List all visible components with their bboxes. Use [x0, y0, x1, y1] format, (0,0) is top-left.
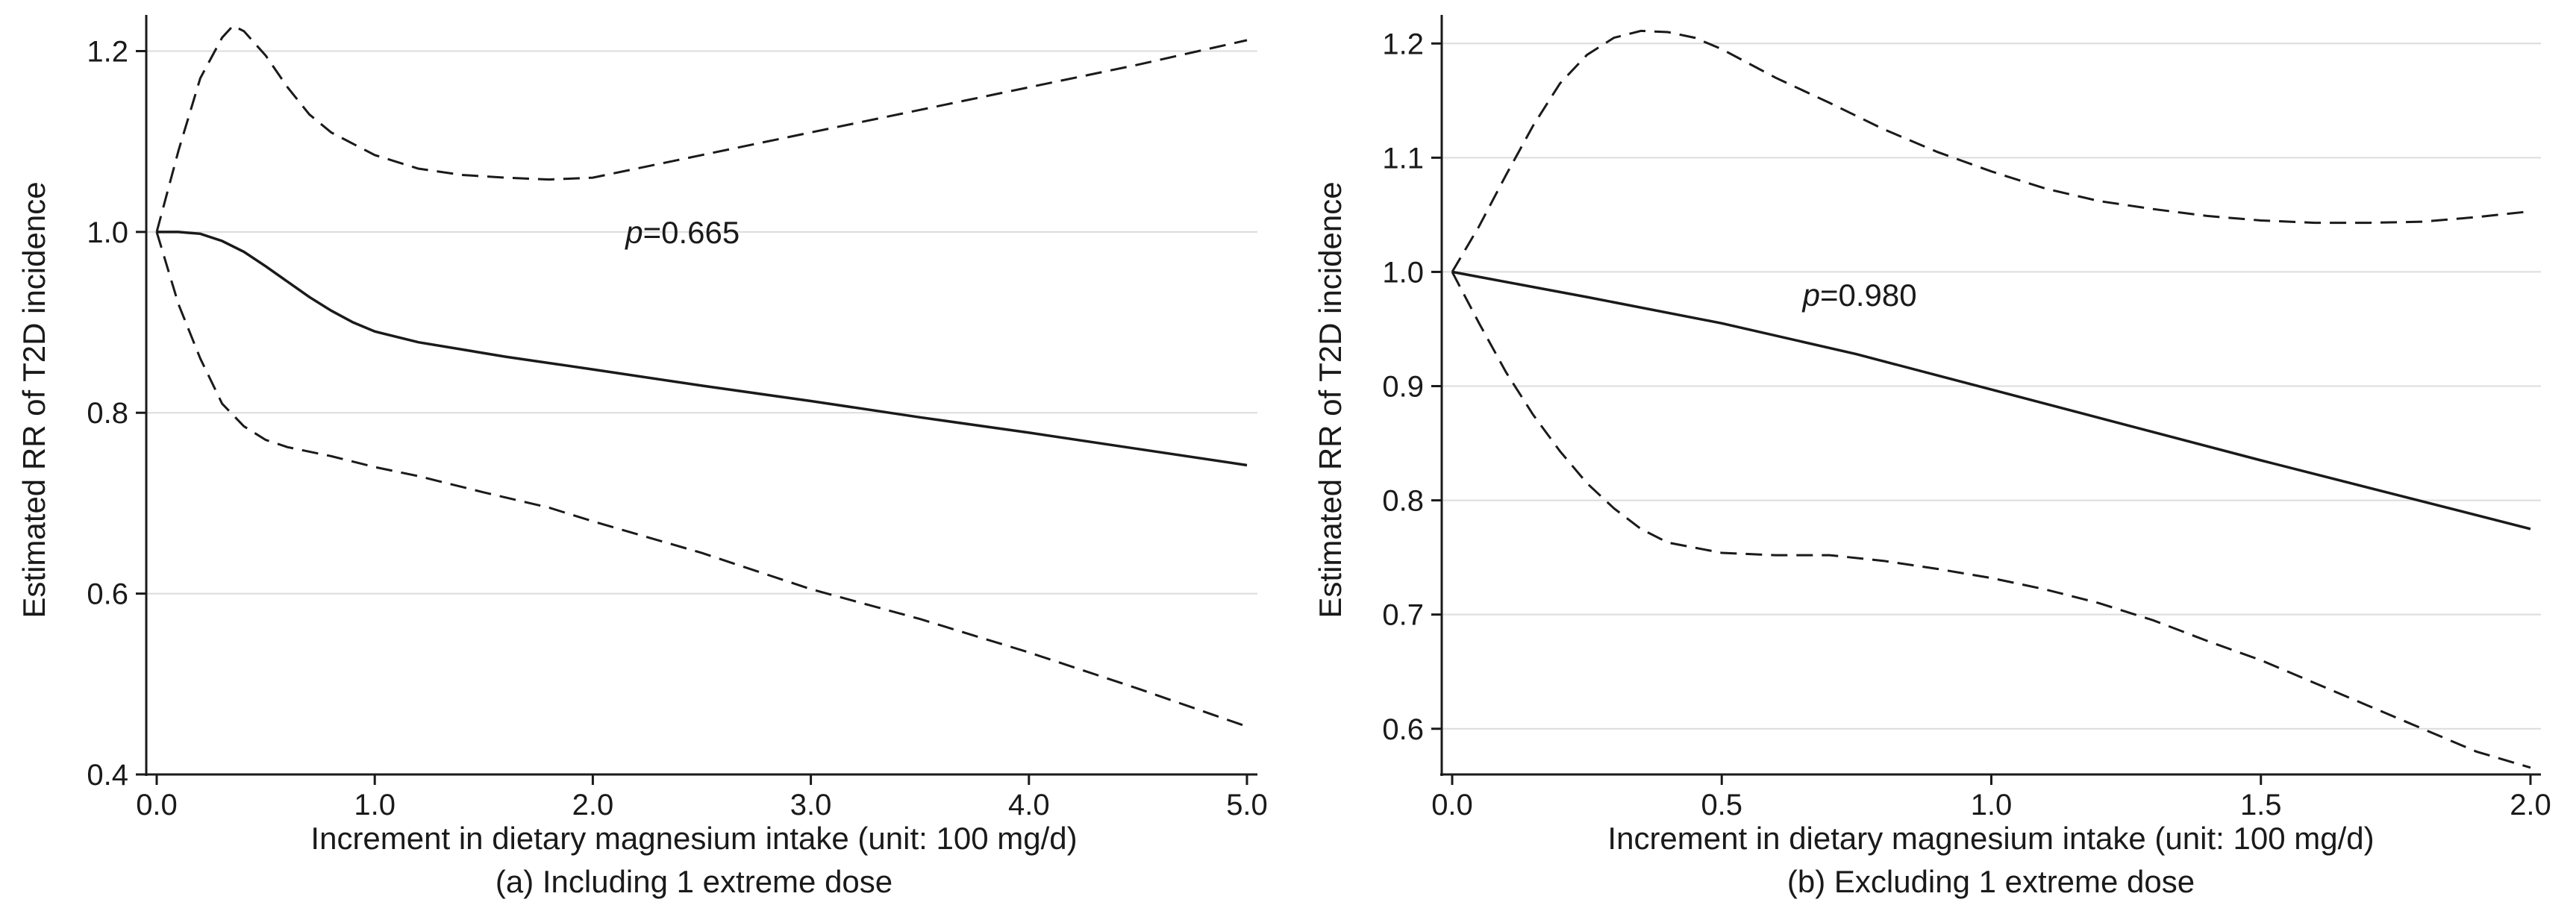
panel-b-x-axis-title: Increment in dietary magnesium intake (u… — [1607, 821, 2374, 856]
panel-a-y-axis-title: Estimated RR of T2D incidence — [16, 181, 51, 618]
panel-a-series-lower-95-ci — [155, 231, 1248, 728]
panel-a-x-tick-label-3: 3.0 — [790, 789, 832, 821]
panel-b-y-tick-label-1: 0.7 — [1382, 599, 1424, 632]
panel-a-series — [155, 24, 1248, 728]
panel-b-y-tick-label-2: 0.8 — [1382, 485, 1424, 518]
panel-b-x-tick-label-1: 0.5 — [1701, 789, 1742, 821]
panel-b-y-tick-label-4: 1.0 — [1382, 256, 1424, 289]
panel-b-series-estimated-rr — [1451, 270, 2531, 530]
panel-b-series — [1451, 29, 2531, 769]
panel-a: 0.4 0.6 0.8 1.0 1.2 0.0 1.0 2.0 3.0 4.0 5.0 Estima… — [16, 15, 1268, 899]
panel-b-x-tick-label-0: 0.0 — [1431, 789, 1473, 821]
panel-b-caption: (b) Excluding 1 extreme dose — [1787, 864, 2195, 899]
panel-b: 0.6 0.7 0.8 0.9 1.0 1.1 1.2 0.0 0.5 1.0 1.5 2.0 Est… — [1313, 15, 2551, 899]
panel-a-p-symbol: p — [624, 215, 643, 250]
panel-b-x-tick-label-2: 1.0 — [1971, 789, 2013, 821]
panel-a-y-tick-label-1: 0.6 — [87, 578, 128, 611]
panel-b-y-tick-label-5: 1.1 — [1382, 142, 1424, 175]
panel-b-x-tick-label-4: 2.0 — [2510, 789, 2551, 821]
panel-a-y-tick-label-4: 1.2 — [87, 35, 128, 68]
panel-a-series-estimated-rr — [157, 231, 1248, 467]
panel-a-x-tick-label-1: 1.0 — [354, 789, 396, 821]
panel-b-p-value-annotation: p=0.980 — [1801, 278, 1917, 313]
panel-a-caption: (a) Including 1 extreme dose — [495, 864, 892, 899]
panel-b-gridlines — [1442, 43, 2541, 730]
panel-b-p-symbol: p — [1801, 278, 1820, 313]
panel-b-series-upper-95-ci — [1451, 29, 2531, 273]
panel-a-axes: 0.4 0.6 0.8 1.0 1.2 0.0 1.0 2.0 3.0 4.0 5.0 — [87, 15, 1268, 821]
panel-b-y-axis-title: Estimated RR of T2D incidence — [1313, 181, 1348, 618]
panel-a-y-tick-label-0: 0.4 — [87, 759, 128, 792]
panel-b-y-tick-label-3: 0.9 — [1382, 371, 1424, 404]
panel-b-y-tick-label-6: 1.2 — [1382, 28, 1424, 60]
panel-a-p-value-annotation: p=0.665 — [624, 215, 740, 250]
panel-a-y-tick-label-2: 0.8 — [87, 397, 128, 430]
panel-b-series-lower-95-ci — [1451, 271, 2531, 769]
panel-a-gridlines — [146, 50, 1257, 775]
panel-b-axes: 0.6 0.7 0.8 0.9 1.0 1.1 1.2 0.0 0.5 1.0 1.5 2.0 — [1382, 15, 2551, 821]
panel-b-p-value: =0.980 — [1820, 278, 1917, 313]
panel-b-x-tick-label-3: 1.5 — [2240, 789, 2282, 821]
panel-b-y-tick-label-0: 0.6 — [1382, 713, 1424, 746]
panel-a-series-upper-95-ci — [155, 24, 1248, 233]
panel-a-x-tick-label-5: 5.0 — [1226, 789, 1268, 821]
panel-a-x-tick-label-4: 4.0 — [1008, 789, 1050, 821]
panel-a-x-axis-title: Increment in dietary magnesium intake (u… — [310, 821, 1077, 856]
panel-a-p-value: =0.665 — [643, 215, 740, 250]
panel-a-x-tick-label-2: 2.0 — [572, 789, 614, 821]
panel-a-x-tick-label-0: 0.0 — [136, 789, 178, 821]
panel-a-y-tick-label-3: 1.0 — [87, 216, 128, 249]
